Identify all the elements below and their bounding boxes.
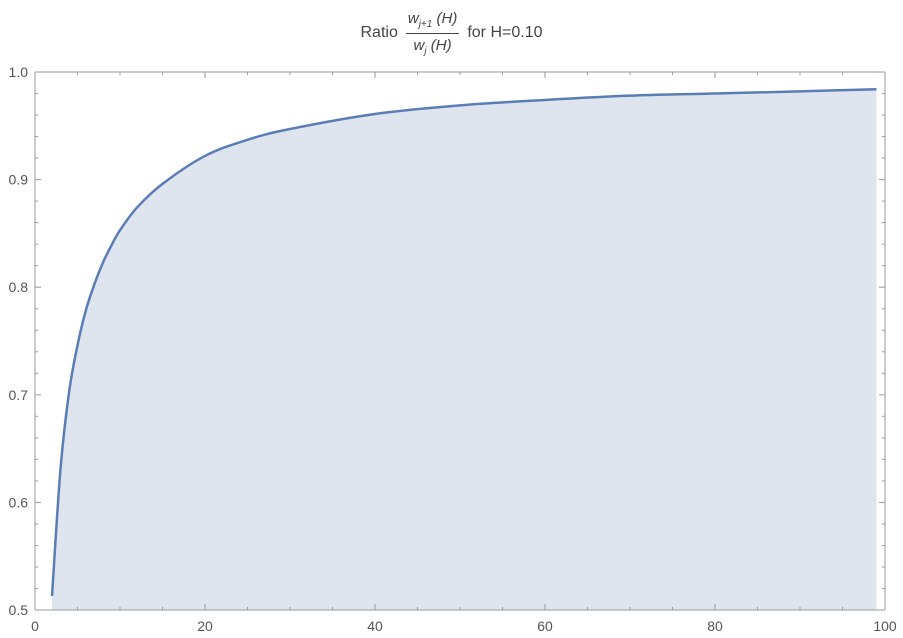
y-tick-label: 0.9	[9, 172, 29, 188]
y-tick-label: 0.5	[9, 602, 29, 618]
x-tick-label: 80	[707, 618, 723, 634]
y-tick-label: 0.6	[9, 494, 29, 510]
y-tick-label: 1.0	[9, 64, 29, 80]
x-tick-label: 40	[367, 618, 383, 634]
title-numerator: wj+1 (H)	[405, 10, 460, 34]
y-tick-label: 0.7	[9, 387, 29, 403]
x-tick-label: 60	[537, 618, 553, 634]
series-line	[50, 87, 877, 597]
x-tick-label: 0	[31, 618, 39, 634]
area-fill	[52, 89, 877, 610]
title-prefix: Ratio	[360, 24, 398, 41]
title-suffix: for H=0.10	[467, 24, 543, 41]
x-tick-label: 100	[873, 618, 897, 634]
title-denominator: wj (H)	[413, 36, 452, 57]
title-fraction: wj+1 (H) wj (H)	[405, 10, 460, 57]
x-tick-label: 20	[197, 618, 213, 634]
y-tick-label: 0.8	[9, 279, 29, 295]
chart-title: Ratio wj+1 (H) wj (H) for H=0.10	[0, 0, 903, 66]
